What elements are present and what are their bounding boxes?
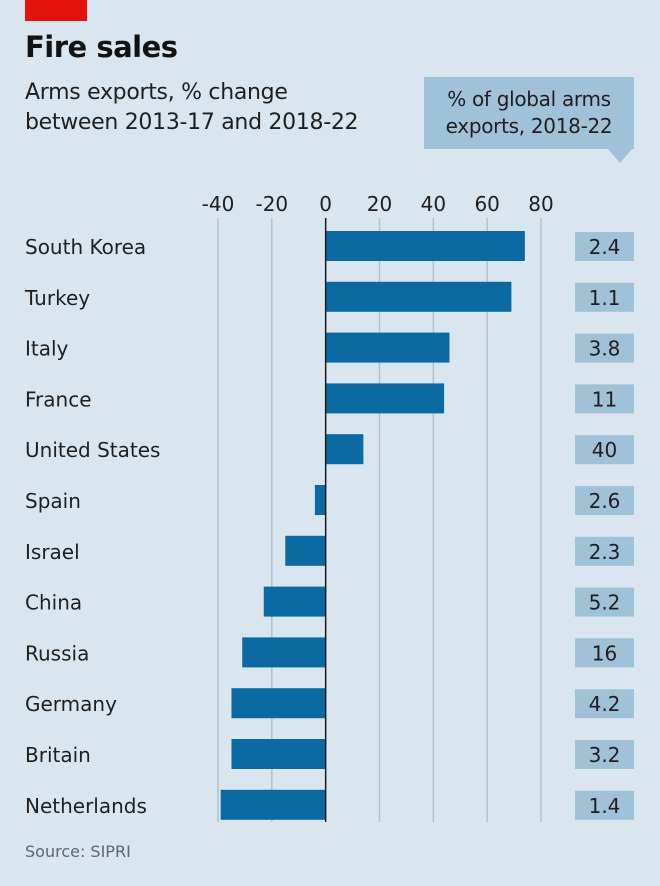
x-tick-label: -20 (255, 192, 288, 216)
category-label: Netherlands (25, 794, 147, 818)
value-label: 40 (592, 438, 617, 462)
category-label: Germany (25, 692, 117, 716)
bar (325, 383, 445, 414)
bar (263, 586, 326, 617)
value-label: 5.2 (589, 591, 621, 615)
subtitle-line-2: between 2013-17 and 2018-22 (25, 110, 359, 135)
x-tick-label: 0 (319, 192, 332, 216)
x-tick-label: 40 (421, 192, 446, 216)
source-note: Source: SIPRI (25, 842, 131, 861)
callout-line-2: exports, 2018-22 (445, 114, 613, 138)
category-label: Britain (25, 743, 91, 767)
x-tick-label: 20 (367, 192, 392, 216)
value-box (575, 790, 634, 820)
value-box (575, 638, 634, 668)
callout-line-1: % of global arms (447, 87, 611, 111)
value-label: 2.6 (589, 489, 621, 513)
value-box (575, 282, 634, 312)
value-column: 2.4 1.1 3.8 11 40 2.6 2.3 5.2 16 4.2 3.2 1.4 (575, 232, 634, 820)
x-tick-label: 80 (528, 192, 553, 216)
bars (220, 218, 525, 822)
bar (231, 739, 326, 769)
value-box (575, 486, 634, 515)
value-box (575, 740, 634, 769)
chart-subtitle: Arms exports, % change between 2013-17 a… (25, 78, 359, 138)
category-label: South Korea (25, 235, 146, 259)
value-label: 1.1 (589, 286, 621, 310)
brand-red-tab (25, 0, 87, 21)
value-box (575, 232, 634, 261)
bar (220, 789, 326, 820)
value-label: 16 (592, 641, 617, 665)
x-axis-ticks: -40 -20 0 20 40 60 80 (202, 192, 554, 216)
bar (285, 535, 326, 566)
value-box (575, 384, 634, 414)
value-box (575, 435, 634, 465)
value-label: 2.4 (589, 235, 621, 259)
value-box (575, 536, 634, 566)
category-label: Russia (25, 641, 89, 665)
x-tick-label: -40 (202, 192, 235, 216)
value-box (575, 689, 634, 719)
bar (325, 434, 364, 465)
category-label: United States (25, 438, 160, 462)
bar (325, 332, 450, 363)
gridlines (217, 218, 542, 822)
value-label: 2.3 (589, 540, 621, 564)
chart-title: Fire sales (25, 30, 178, 64)
value-label: 11 (592, 387, 617, 411)
value-label: 4.2 (589, 692, 621, 716)
bar (325, 281, 512, 312)
value-label: 3.8 (589, 337, 621, 361)
bar (231, 688, 326, 719)
category-labels: South Korea Turkey Italy France United State… (24, 235, 160, 818)
value-label: 3.2 (589, 743, 621, 767)
secondary-column-header: % of global arms exports, 2018-22 (424, 77, 634, 163)
category-label: Spain (25, 489, 81, 513)
category-label: Israel (25, 540, 80, 564)
category-label: China (25, 591, 82, 615)
value-box (575, 333, 634, 363)
bar (314, 485, 326, 515)
value-label: 1.4 (589, 794, 621, 818)
x-tick-label: 60 (474, 192, 499, 216)
category-label: France (25, 387, 92, 411)
category-label: Italy (25, 337, 69, 361)
value-box (575, 587, 634, 617)
bar (242, 637, 326, 668)
bar (325, 231, 525, 261)
subtitle-line-1: Arms exports, % change (25, 80, 288, 105)
category-label: Turkey (24, 286, 90, 310)
